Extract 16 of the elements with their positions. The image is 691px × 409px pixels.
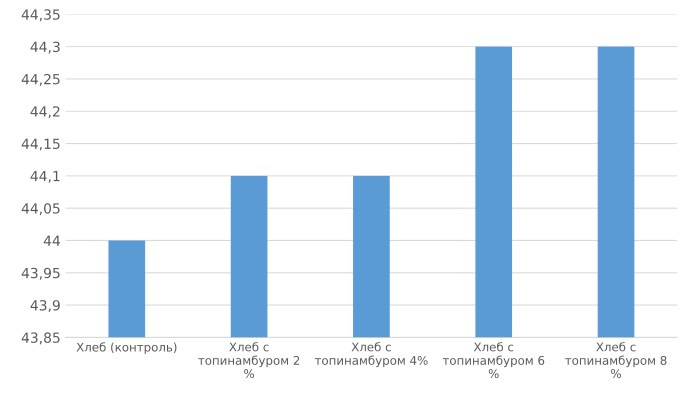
y-tick-label: 44,3: [30, 42, 60, 54]
x-tick-label: Хлеб с топинамбуром 6 %: [442, 342, 544, 378]
y-tick-label: 44,2: [30, 106, 60, 118]
x-tick-label: Хлеб с топинамбуром 2 %: [198, 342, 300, 378]
y-tick-label: 44,05: [22, 203, 60, 216]
y-tick-label: 44,35: [22, 9, 60, 22]
y-tick-label: 43,9: [30, 300, 60, 312]
x-tick-label: Хлеб (контроль): [76, 342, 176, 354]
y-tick-label: 44,15: [22, 138, 60, 150]
x-tick-label: Хлеб с топинамбуром 4%: [314, 342, 428, 368]
y-tick-label: 43,85: [22, 332, 60, 344]
y-tick-label: 44,25: [22, 74, 60, 86]
y-tick-label: 43,95: [22, 268, 60, 280]
y-tick-label: 44: [44, 236, 60, 246]
y-tick-label: 44,1: [30, 171, 60, 183]
x-tick-label: Хлеб с топинамбуром 8 %: [565, 342, 666, 378]
